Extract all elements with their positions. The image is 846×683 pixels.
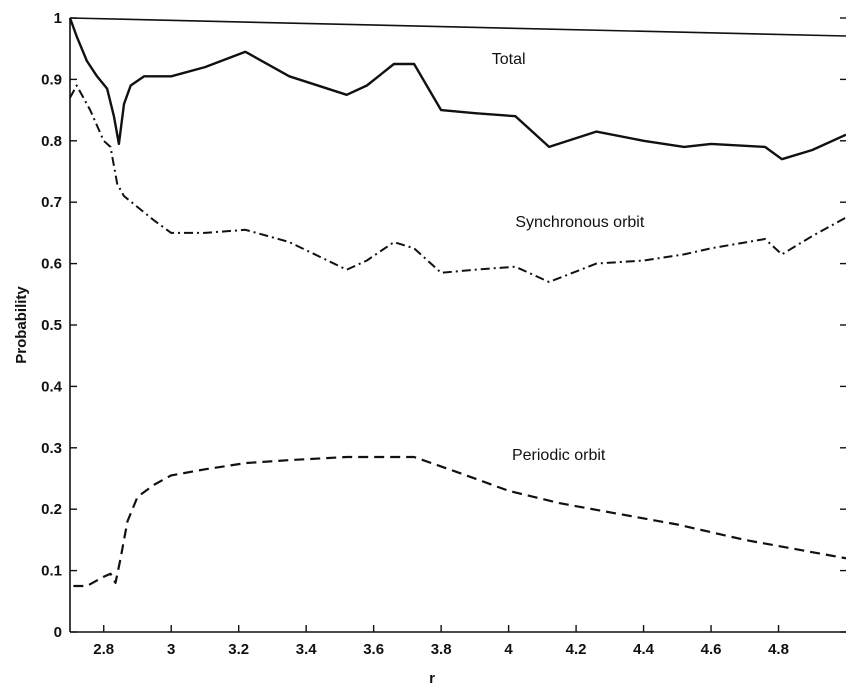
x-tick-label: 4.2: [566, 641, 587, 658]
y-tick-label: 0.8: [41, 133, 62, 150]
x-tick-label: 4: [504, 641, 513, 658]
y-tick-label: 0.3: [41, 440, 62, 457]
y-tick-label: 0.4: [41, 378, 63, 395]
tick-labels-layer: 2.8 3 3.2 3.4 3.6 3.8 4 4.2 4.4 4.6 4.8 0 0.1 0.2 0.3 0…: [41, 10, 789, 658]
x-tick-label: 3.2: [228, 641, 249, 658]
x-tick-label: 3.8: [431, 641, 452, 658]
y-axis-label: Probability: [13, 286, 30, 364]
x-tick-label: 4.8: [768, 641, 789, 658]
y-tick-label: 0.6: [41, 256, 62, 273]
x-tick-label: 2.8: [93, 641, 114, 658]
top-axis-line: [69, 17, 846, 37]
y-tick-label: 0.2: [41, 501, 62, 518]
x-tick-label: 4.6: [701, 641, 722, 658]
x-tick-label: 3.6: [363, 641, 384, 658]
annotation-synchronous-orbit: Synchronous orbit: [515, 214, 645, 231]
y-tick-label: 0.7: [41, 194, 62, 211]
y-tick-label: 0.5: [41, 317, 62, 334]
y-tick-label: 0.1: [41, 563, 62, 580]
x-axis-label: r: [429, 670, 435, 683]
y-tick-label: 0: [54, 624, 62, 641]
series-line-periodic-orbit: [73, 455, 846, 588]
annotations-layer: Total Synchronous orbit Periodic orbit: [492, 51, 645, 464]
series-line-synchronous-orbit: [69, 84, 846, 283]
x-tick-label: 4.4: [633, 641, 655, 658]
y-tick-label: 0.9: [41, 71, 62, 88]
ticks-layer: [70, 17, 846, 633]
x-tick-label: 3.4: [296, 641, 318, 658]
annotation-periodic-orbit: Periodic orbit: [512, 447, 606, 464]
annotation-total: Total: [492, 51, 526, 68]
y-tick-label: 1: [54, 10, 62, 27]
x-tick-label: 3: [167, 641, 175, 658]
series-layer: [68, 17, 846, 588]
series-line-total: [68, 17, 846, 161]
